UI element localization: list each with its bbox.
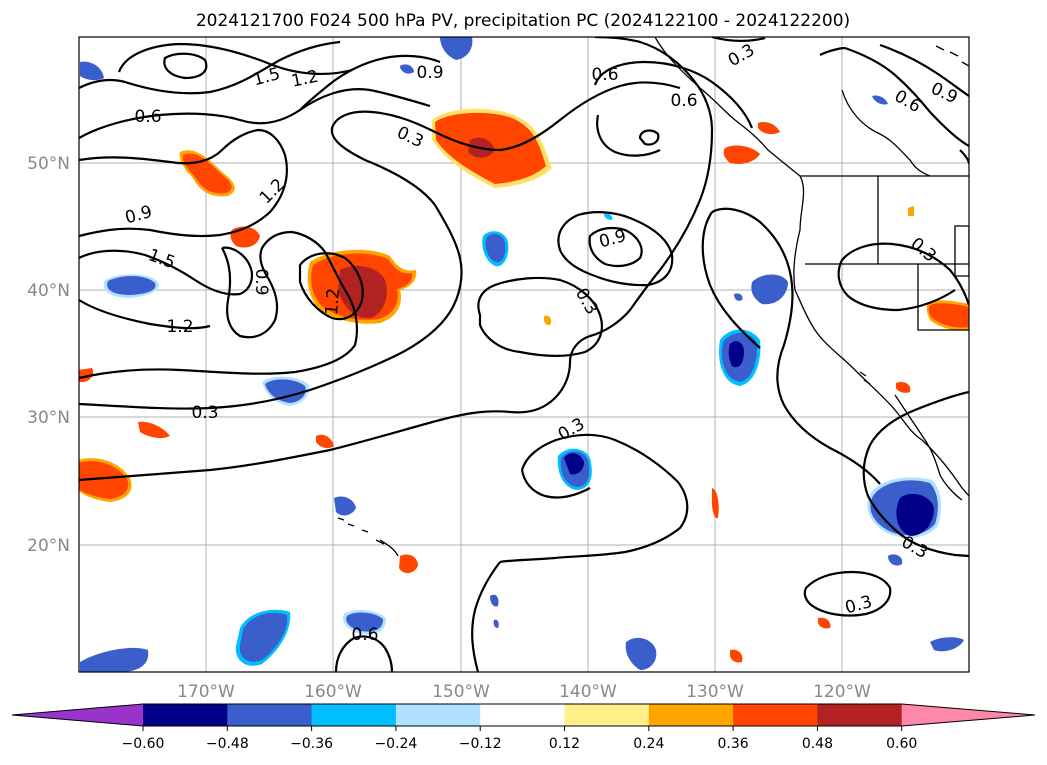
colorbar-tick-label: −0.48: [206, 736, 249, 752]
colorbar-bin: [395, 704, 481, 726]
colorbar-tick-label: −0.24: [374, 736, 417, 752]
contour-label: 0.3: [191, 403, 218, 423]
contour-label: 0.9: [416, 63, 443, 83]
colorbar-bin: [564, 704, 650, 726]
colorbar-extend-high: [901, 704, 1035, 726]
colorbar-tick-label: −0.36: [290, 736, 333, 752]
colorbar-bin: [733, 704, 818, 726]
colorbar-tick-label: 0.48: [802, 736, 833, 752]
contour-label: 0.6: [134, 107, 161, 127]
figure-title: 2024121700 F024 500 hPa PV, precipitatio…: [196, 11, 850, 31]
colorbar-tick-label: 0.24: [633, 736, 664, 752]
pv-contours: [79, 37, 969, 672]
lat-label: 20°N: [27, 536, 70, 556]
colorbar-bin: [311, 704, 397, 726]
latitude-labels: 50°N 40°N 30°N 20°N: [27, 154, 70, 556]
lon-label: 170°W: [177, 682, 235, 702]
colorbar-bin: [143, 704, 228, 726]
contour-label: 0.6: [351, 625, 378, 645]
contour-label: 0.6: [591, 65, 618, 85]
colorbar-tick-label: −0.60: [122, 736, 165, 752]
precip-negative-shading: [80, 37, 964, 672]
contour-label: 1.2: [322, 287, 344, 316]
colorbar-tick-label: −0.12: [459, 736, 502, 752]
lon-label: 140°W: [559, 682, 617, 702]
contour-label: 0.6: [670, 91, 697, 111]
colorbar-tick-label: 0.12: [549, 736, 580, 752]
contour-label: 0.9: [251, 268, 271, 295]
lon-label: 150°W: [432, 682, 490, 702]
colorbar-tick-label: 0.60: [886, 736, 917, 752]
contour-label: 1.2: [166, 317, 193, 337]
lat-label: 30°N: [27, 408, 70, 428]
lat-label: 40°N: [27, 281, 70, 301]
lon-label: 130°W: [686, 682, 744, 702]
colorbar: −0.60 −0.48 −0.36 −0.24 −0.12 0.12 0.24 0.36 0.4…: [11, 703, 1036, 752]
gridlines: [79, 37, 969, 672]
colorbar-bin: [648, 704, 734, 726]
colorbar-bin: [480, 704, 566, 726]
lat-label: 50°N: [27, 154, 70, 174]
colorbar-bin: [227, 704, 313, 726]
colorbar-bin: [817, 704, 903, 726]
map-content: 1.5 1.2 0.9 0.6 0.3 0.6 0.6 0.9 0.3 1.2 …: [79, 37, 969, 672]
colorbar-extend-low: [12, 704, 143, 726]
lon-label: 120°W: [813, 682, 871, 702]
lon-label: 160°W: [304, 682, 362, 702]
longitude-labels: 170°W 160°W 150°W 140°W 130°W 120°W: [177, 682, 871, 702]
colorbar-tick-label: 0.36: [718, 736, 749, 752]
map-frame: [78, 36, 970, 673]
